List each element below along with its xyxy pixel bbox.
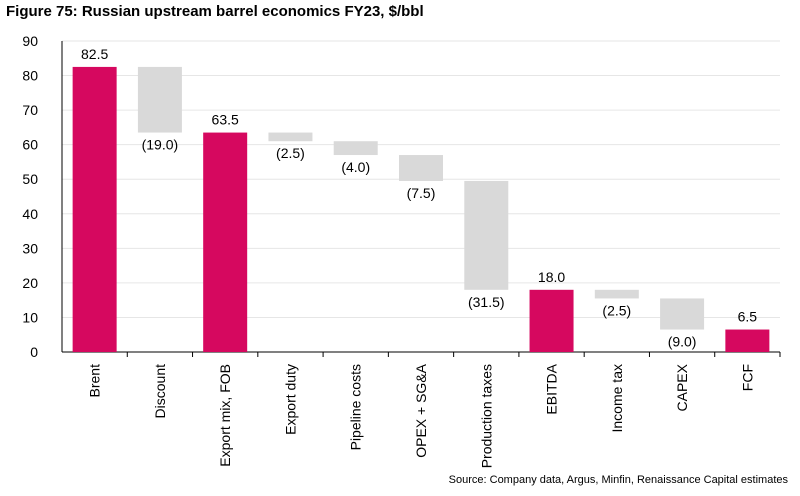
x-category-label: OPEX + SG&A	[413, 363, 429, 457]
x-category-label: Discount	[152, 364, 168, 419]
data-label: (31.5)	[468, 294, 505, 310]
data-label: 63.5	[212, 112, 239, 128]
data-label: 82.5	[81, 46, 108, 62]
data-label: (9.0)	[668, 334, 697, 350]
delta-bar	[137, 66, 182, 133]
data-label: (19.0)	[142, 137, 179, 153]
data-label: (4.0)	[341, 159, 370, 175]
data-label: (7.5)	[407, 185, 436, 201]
x-category-label: Production taxes	[478, 364, 494, 468]
y-tick-label: 70	[22, 102, 38, 118]
total-bar	[529, 289, 574, 352]
delta-bar	[464, 180, 509, 290]
source-note: Source: Company data, Argus, Minfin, Ren…	[448, 474, 788, 486]
delta-bar	[399, 155, 443, 181]
y-tick-label: 20	[22, 275, 38, 291]
total-bar	[725, 329, 770, 352]
y-tick-label: 40	[22, 206, 38, 222]
x-category-label: CAPEX	[674, 363, 690, 411]
x-category-label: Income tax	[609, 364, 625, 432]
y-tick-label: 10	[22, 309, 38, 325]
x-category-label: FCF	[739, 364, 755, 391]
delta-bar	[268, 132, 313, 142]
data-label: (2.5)	[276, 145, 305, 161]
y-tick-label: 80	[22, 68, 38, 84]
delta-bar	[333, 141, 378, 156]
data-label: 6.5	[738, 309, 758, 325]
y-tick-label: 50	[22, 171, 38, 187]
x-category-label: Pipeline costs	[348, 364, 364, 450]
y-tick-label: 30	[22, 240, 38, 256]
y-tick-label: 60	[22, 137, 38, 153]
x-category-label: Export duty	[282, 364, 298, 435]
total-bar	[72, 66, 117, 353]
total-bar	[203, 132, 248, 352]
y-tick-label: 90	[22, 33, 38, 49]
data-label: 18.0	[538, 269, 565, 285]
delta-bar	[594, 289, 639, 299]
x-category-label: Brent	[87, 364, 103, 398]
data-label: (2.5)	[602, 302, 631, 318]
y-tick-label: 0	[30, 344, 38, 360]
x-category-label: Export mix, FOB	[217, 364, 233, 467]
x-category-label: EBITDA	[544, 363, 560, 414]
chart-title: Figure 75: Russian upstream barrel econo…	[6, 3, 424, 20]
delta-bar	[660, 298, 705, 330]
